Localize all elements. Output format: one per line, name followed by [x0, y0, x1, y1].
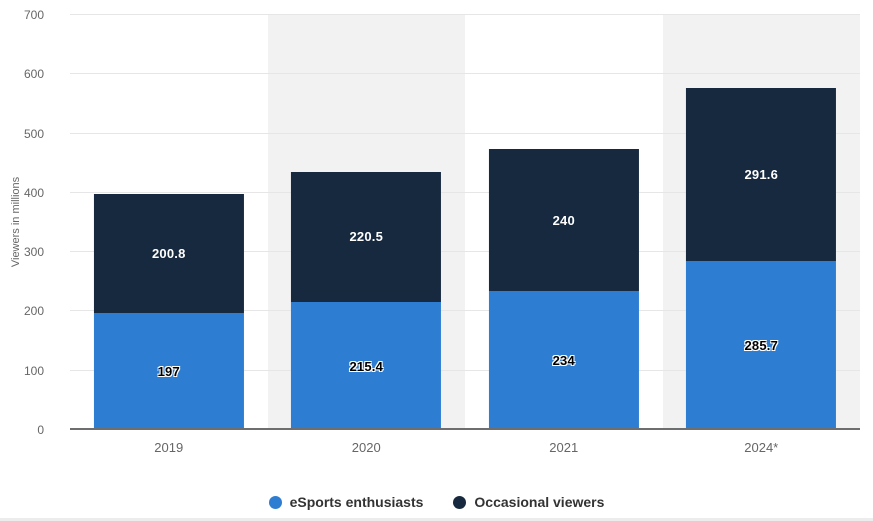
bar-slots: 197 200.8 215.4 220.5 234 240 285.7 291.6	[70, 15, 860, 430]
bar-value-label: 200.8	[151, 246, 186, 262]
bar-value-label: 220.5	[349, 229, 384, 245]
bar-value-label: 240	[552, 212, 575, 228]
bar-value-label: 197	[157, 364, 180, 380]
legend-dot-occasional-viewers-icon	[453, 495, 467, 509]
bar-slot-2019: 197 200.8	[70, 15, 268, 430]
bar-2024: 285.7 291.6	[686, 15, 837, 430]
legend-item-esports-enthusiasts[interactable]: eSports enthusiasts	[268, 494, 424, 510]
bar-slot-2020: 215.4 220.5	[268, 15, 466, 430]
bar-slot-2021: 234 240	[465, 15, 663, 430]
gridline	[70, 310, 860, 312]
y-tick-label: 400	[23, 185, 44, 200]
y-tick-label: 700	[23, 8, 44, 22]
y-tick-label: 300	[23, 245, 44, 260]
x-tick-label-2024: 2024*	[744, 440, 779, 455]
bar-segment-2021-occasional-viewers[interactable]: 240	[488, 149, 639, 292]
bar-2020: 215.4 220.5	[291, 15, 442, 430]
bar-value-label: 215.4	[349, 358, 384, 374]
bar-value-label: 291.6	[744, 166, 779, 182]
bar-value-label: 234	[552, 353, 575, 369]
y-tick-label: 0	[37, 423, 44, 437]
bar-segment-2024-esports-enthusiasts[interactable]: 285.7	[686, 260, 837, 430]
gridline	[70, 191, 860, 193]
legend: eSports enthusiasts Occasional viewers	[0, 494, 873, 510]
x-tick-label-2021: 2021	[549, 440, 579, 455]
bar-segment-2019-esports-enthusiasts[interactable]: 197	[93, 313, 244, 430]
legend-dot-esports-enthusiasts-icon	[268, 495, 282, 509]
bar-segment-2021-esports-enthusiasts[interactable]: 234	[488, 291, 639, 430]
legend-label: eSports enthusiasts	[289, 494, 424, 510]
plot-area: 197 200.8 215.4 220.5 234 240 285.7 291.6	[70, 14, 860, 430]
x-tick-label-2020: 2020	[351, 440, 381, 455]
bottom-divider	[0, 518, 873, 521]
bar-slot-2024: 285.7 291.6	[663, 15, 861, 430]
gridline	[70, 73, 860, 75]
x-tick-label-2019: 2019	[154, 440, 184, 455]
bar-value-label: 285.7	[744, 337, 779, 353]
gridline	[70, 14, 860, 15]
legend-label: Occasional viewers	[474, 494, 605, 510]
bar-2021: 234 240	[488, 15, 639, 430]
gridline	[70, 132, 860, 134]
y-axis-tick-labels: 0 100 200 300 400 500 600 700	[0, 8, 52, 437]
y-tick-label: 500	[23, 126, 44, 141]
gridline	[70, 369, 860, 371]
y-tick-label: 100	[23, 363, 44, 378]
bar-segment-2024-occasional-viewers[interactable]: 291.6	[686, 87, 837, 261]
y-tick-label: 200	[23, 304, 44, 319]
gridline	[70, 251, 860, 253]
y-tick-label: 600	[23, 67, 44, 82]
x-axis-line	[70, 428, 860, 430]
bar-segment-2020-occasional-viewers[interactable]: 220.5	[291, 171, 442, 303]
bar-2019: 197 200.8	[93, 15, 244, 430]
bar-segment-2020-esports-enthusiasts[interactable]: 215.4	[291, 302, 442, 430]
legend-item-occasional-viewers[interactable]: Occasional viewers	[453, 494, 604, 510]
bar-segment-2019-occasional-viewers[interactable]: 200.8	[93, 194, 244, 314]
x-axis-labels: 2019 2020 2021 2024*	[70, 440, 860, 455]
